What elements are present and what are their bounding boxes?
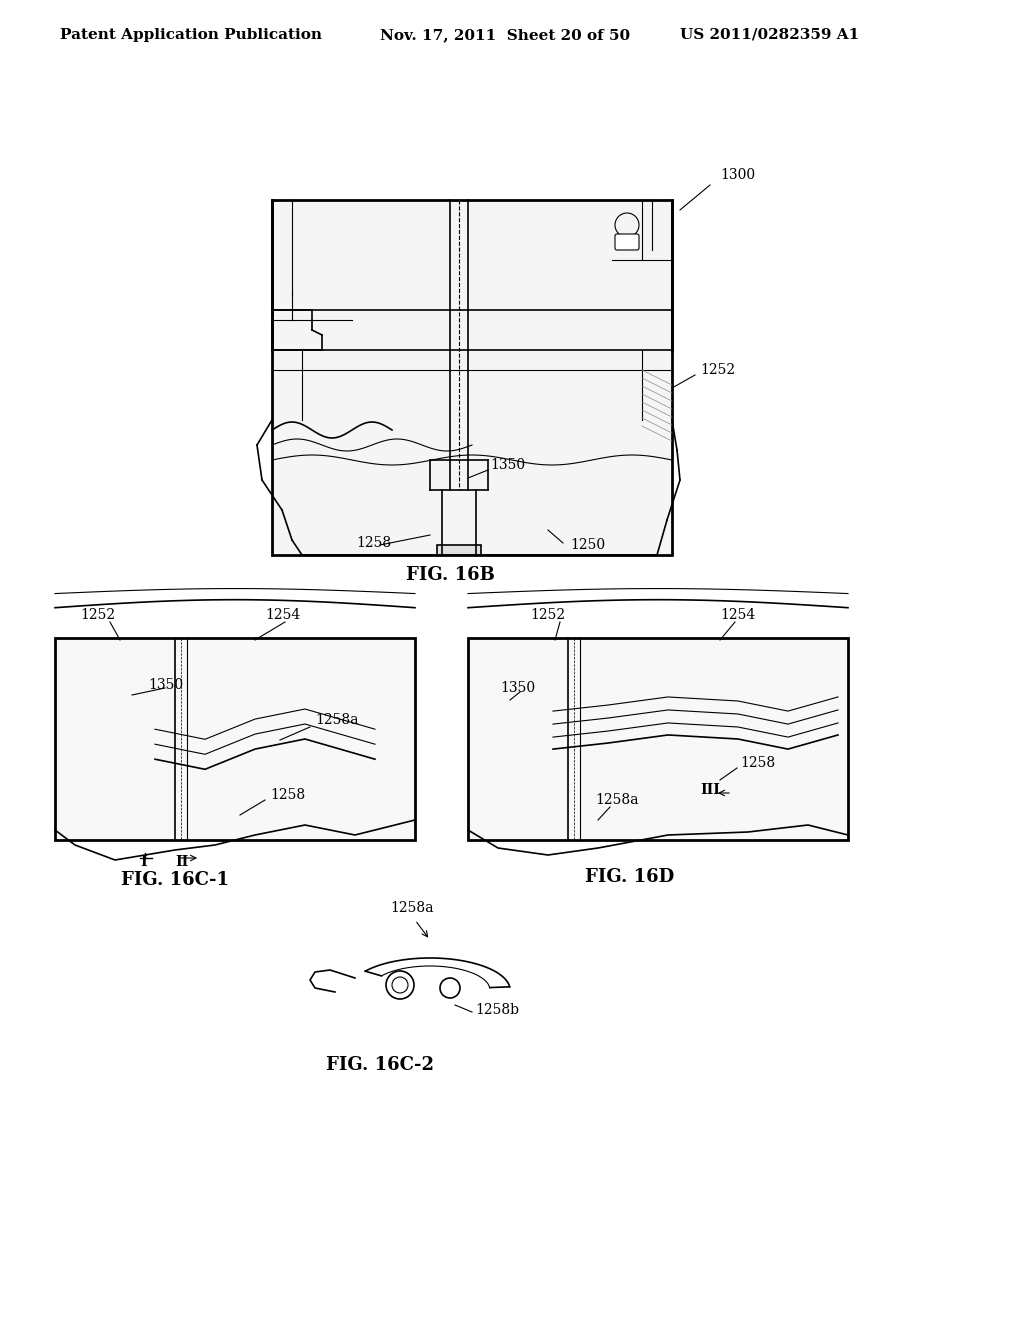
Text: FIG. 16C-1: FIG. 16C-1 <box>121 871 229 888</box>
Text: 1258: 1258 <box>270 788 305 803</box>
Text: 1254: 1254 <box>720 609 756 622</box>
Text: 1350: 1350 <box>148 678 183 692</box>
Text: 1300: 1300 <box>720 168 755 182</box>
Text: 1258: 1258 <box>740 756 775 770</box>
Text: US 2011/0282359 A1: US 2011/0282359 A1 <box>680 28 859 42</box>
FancyBboxPatch shape <box>437 545 481 554</box>
Text: III: III <box>700 783 720 797</box>
Text: 1254: 1254 <box>265 609 300 622</box>
FancyBboxPatch shape <box>468 638 848 840</box>
Text: 1252: 1252 <box>80 609 115 622</box>
Text: I: I <box>140 855 146 869</box>
FancyBboxPatch shape <box>55 638 415 840</box>
Text: FIG. 16C-2: FIG. 16C-2 <box>326 1056 434 1074</box>
Text: 1350: 1350 <box>490 458 525 473</box>
Text: 1258b: 1258b <box>475 1003 519 1016</box>
Text: 1258a: 1258a <box>315 713 358 727</box>
Text: FIG. 16B: FIG. 16B <box>406 566 495 583</box>
Text: 1252: 1252 <box>530 609 565 622</box>
Text: 1258a: 1258a <box>390 902 433 915</box>
FancyBboxPatch shape <box>272 201 672 554</box>
Text: 1250: 1250 <box>570 539 605 552</box>
FancyBboxPatch shape <box>615 234 639 249</box>
Text: 1252: 1252 <box>700 363 735 378</box>
Text: 1258a: 1258a <box>595 793 639 807</box>
Text: 1258: 1258 <box>356 536 391 550</box>
Text: 1350: 1350 <box>500 681 536 696</box>
Text: Patent Application Publication: Patent Application Publication <box>60 28 322 42</box>
Text: Nov. 17, 2011  Sheet 20 of 50: Nov. 17, 2011 Sheet 20 of 50 <box>380 28 630 42</box>
Text: II: II <box>175 855 188 869</box>
Text: FIG. 16D: FIG. 16D <box>586 869 675 886</box>
